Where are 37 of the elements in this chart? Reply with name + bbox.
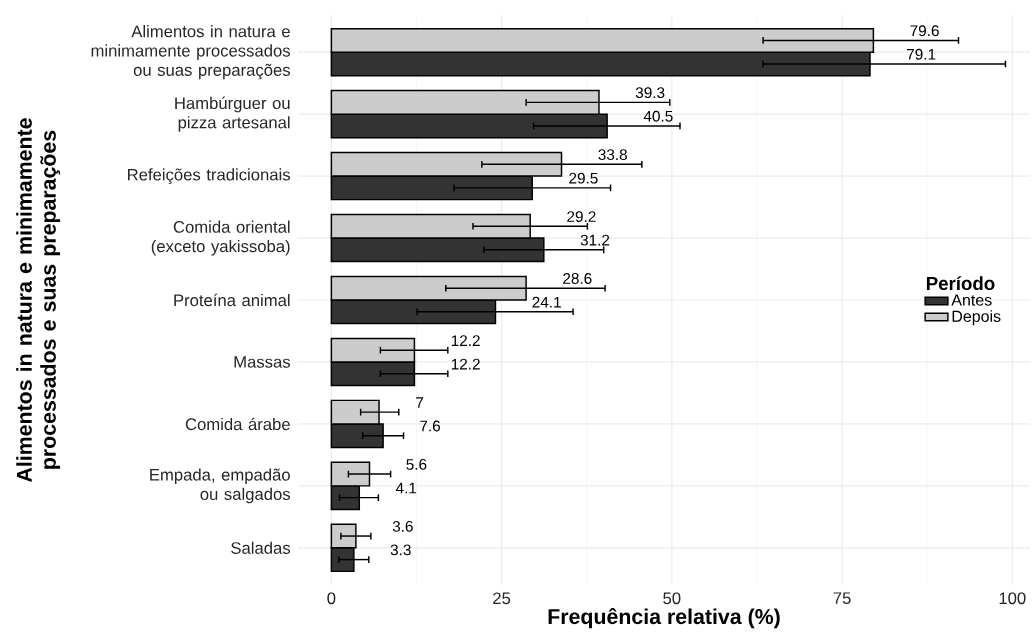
x-tick-label: 0 — [327, 592, 336, 605]
y-tick-label: Alimentos in natura e minimamente processados ou suas preparações — [91, 25, 290, 80]
y-tick-label: Refeições tradicionais — [128, 168, 290, 184]
data-label: 3.6 — [392, 520, 413, 532]
x-axis-title: Frequência relativa (%) — [548, 607, 780, 629]
x-tick-label: 100 — [999, 592, 1026, 605]
data-label: 5.6 — [406, 458, 427, 470]
data-label: 29.5 — [569, 172, 598, 184]
data-label: 79.1 — [907, 48, 936, 60]
x-tick-label: 75 — [833, 592, 851, 604]
x-tick-label: 25 — [493, 592, 511, 605]
y-tick-label: Massas — [234, 356, 291, 368]
data-label: 12.2 — [451, 335, 480, 346]
data-label: 3.3 — [390, 544, 411, 556]
data-label: 33.8 — [598, 149, 627, 161]
data-label: 29.2 — [567, 211, 596, 223]
legend-label: Depois — [952, 310, 1001, 326]
y-axis-title: Alimentos in natura e minimamente processados e suas preparações — [16, 118, 61, 483]
data-label: 28.6 — [563, 273, 592, 284]
data-label: 12.2 — [451, 358, 480, 370]
y-tick-label: Comida oriental (exceto yakissoba) — [151, 220, 290, 256]
data-label: 4.1 — [395, 482, 417, 494]
y-tick-label: Comida árabe — [185, 417, 290, 431]
data-label: 31.2 — [580, 234, 610, 246]
legend-title: Período — [926, 276, 995, 291]
y-tick-label: Hambúrguer ou pizza artesanal — [175, 96, 290, 132]
y-tick-label: Saladas — [231, 541, 291, 554]
data-label: 24.1 — [532, 296, 561, 308]
data-label: 79.6 — [910, 25, 939, 37]
y-tick-label: Proteína animal — [174, 293, 290, 307]
data-label: 7.6 — [420, 420, 441, 432]
legend-label: Antes — [951, 294, 992, 306]
data-label: 7 — [416, 397, 424, 408]
y-tick-label: Empada, empadão ou salgados — [150, 468, 290, 504]
data-label: 39.3 — [635, 87, 665, 99]
data-label: 40.5 — [643, 110, 673, 122]
x-tick-label: 50 — [663, 592, 681, 605]
